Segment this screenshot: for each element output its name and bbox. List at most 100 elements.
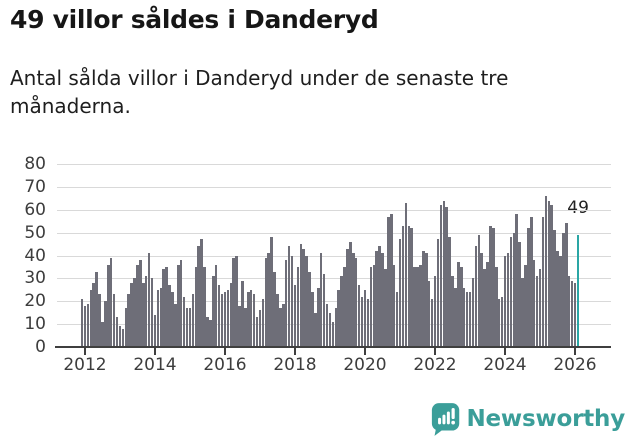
gridline: [57, 301, 611, 303]
bar: [302, 248, 305, 347]
bar: [156, 289, 160, 347]
bar: [238, 305, 241, 347]
bar: [454, 287, 457, 347]
bar: [538, 269, 542, 347]
x-axis-tick-label: 2014: [133, 355, 177, 375]
bar: [232, 257, 235, 347]
y-axis-tick-label: 20: [24, 291, 46, 312]
bar: [147, 253, 151, 347]
bar: [89, 289, 93, 347]
x-axis-tick-label: 2016: [203, 355, 247, 375]
bar: [293, 285, 297, 347]
bar: [352, 253, 355, 347]
brand-name: Newsworthy: [466, 406, 625, 432]
x-axis-tick: [364, 348, 366, 355]
bar: [159, 287, 163, 347]
bar: [171, 292, 174, 347]
bar: [83, 305, 87, 347]
x-axis-tick: [574, 348, 576, 355]
bar: [346, 248, 349, 347]
bar: [185, 308, 189, 347]
bar: [217, 285, 221, 347]
y-axis-tick-label: 0: [35, 337, 46, 357]
bar: [331, 321, 335, 347]
bar: [92, 282, 95, 347]
bar: [378, 246, 381, 347]
bar: [474, 246, 478, 347]
bar: [512, 232, 515, 347]
bar: [524, 264, 527, 347]
bar: [489, 225, 492, 347]
bar: [139, 260, 142, 347]
x-axis-tick-label: 2018: [273, 355, 317, 375]
bar: [573, 282, 577, 347]
bar: [445, 207, 448, 347]
bar: [448, 237, 451, 347]
bar: [308, 271, 311, 347]
bar: [191, 294, 195, 347]
bar: [127, 294, 130, 347]
bar: [401, 225, 405, 347]
bar: [194, 266, 198, 347]
bar: [492, 228, 495, 347]
bar: [425, 253, 428, 347]
bar: [404, 202, 408, 347]
bar: [264, 257, 268, 347]
bar: [124, 308, 128, 347]
y-axis-tick-label: 50: [24, 222, 46, 243]
bar: [395, 292, 399, 347]
bar: [477, 234, 480, 347]
bar: [165, 266, 168, 347]
bar: [349, 241, 352, 347]
bar: [518, 241, 521, 347]
bar: [150, 278, 154, 347]
bar: [279, 308, 282, 347]
bar: [384, 269, 387, 347]
bar: [422, 250, 425, 347]
bar: [177, 264, 180, 347]
bar: [179, 260, 183, 347]
gridline: [57, 278, 611, 280]
x-axis-tick: [84, 348, 86, 355]
bar: [223, 292, 227, 347]
bar: [363, 289, 367, 347]
bar: [200, 239, 203, 347]
y-axis-tick-label: 10: [24, 314, 46, 335]
bar: [340, 276, 343, 347]
bar: [547, 200, 550, 347]
bar: [407, 225, 410, 347]
x-axis-tick: [504, 348, 506, 355]
bar: [503, 255, 507, 347]
x-axis-tick-label: 2022: [413, 355, 457, 375]
bar: [567, 276, 571, 347]
bar: [439, 205, 443, 347]
bar: [109, 257, 113, 347]
bar: [319, 253, 323, 347]
bar: [343, 266, 346, 347]
bar: [282, 303, 285, 347]
bar: [153, 314, 157, 347]
gridline: [57, 209, 611, 211]
bar: [369, 266, 373, 347]
bar: [562, 232, 565, 347]
bar: [427, 280, 431, 347]
bar: [142, 282, 145, 347]
bar: [387, 216, 390, 347]
x-axis-tick: [224, 348, 226, 355]
bar: [433, 276, 437, 347]
y-axis-tick-label: 80: [24, 154, 46, 174]
bar: [284, 260, 288, 347]
bar: [314, 312, 317, 347]
bar: [203, 266, 206, 347]
bar: [197, 246, 200, 347]
bar: [267, 253, 270, 347]
bar: [229, 282, 233, 347]
bar: [209, 319, 212, 347]
bar: [121, 328, 125, 347]
bar: [550, 205, 553, 347]
bar: [80, 298, 84, 347]
bar: [497, 298, 501, 347]
bar: [136, 264, 139, 347]
bar: [509, 237, 513, 347]
